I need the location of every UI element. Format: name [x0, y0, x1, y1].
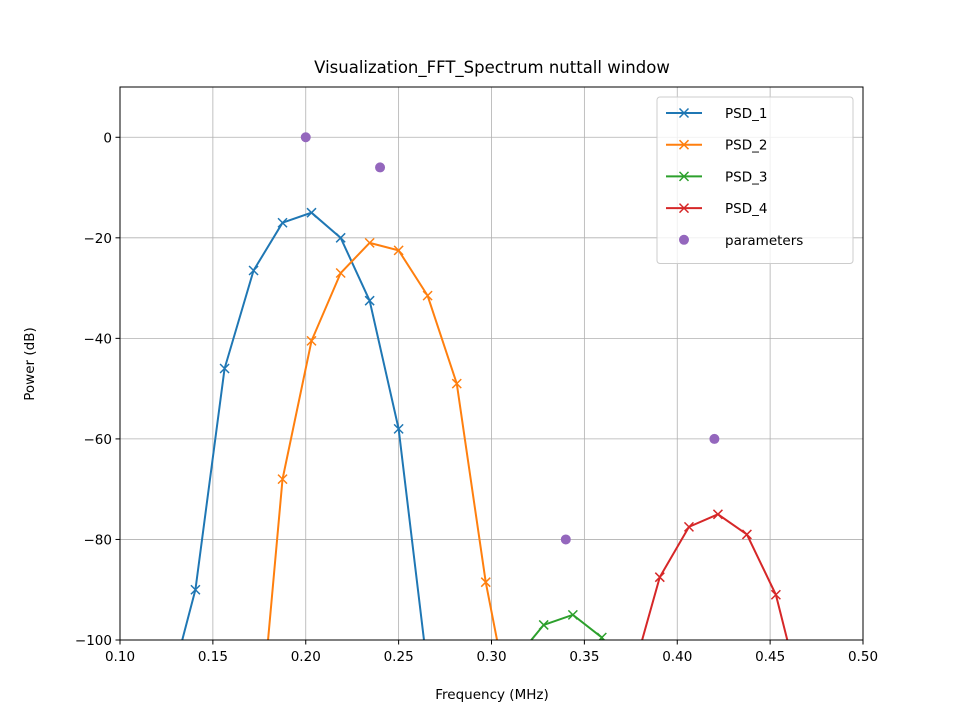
- data-marker: [683, 521, 694, 532]
- data-marker: [393, 423, 404, 434]
- data-marker: [335, 267, 346, 279]
- legend-label: PSD_3: [725, 169, 767, 185]
- x-axis-label: Frequency (MHz): [435, 687, 548, 703]
- data-marker: [306, 335, 317, 346]
- scatter-point: [709, 433, 720, 444]
- x-tick-label: 0.25: [384, 649, 414, 665]
- y-tick-label: −40: [84, 331, 113, 347]
- x-tick-label: 0.40: [662, 649, 692, 665]
- data-marker: [596, 632, 607, 640]
- data-marker: [277, 474, 288, 485]
- data-marker: [393, 245, 404, 256]
- data-marker: [306, 207, 317, 218]
- data-marker: [219, 363, 230, 374]
- data-marker: [364, 295, 375, 306]
- x-tick-label: 0.10: [105, 649, 135, 665]
- y-tick-label: −80: [84, 532, 113, 548]
- scatter-point: [375, 162, 386, 173]
- data-marker: [190, 584, 201, 595]
- y-tick-label: −100: [75, 633, 112, 649]
- legend-marker: [678, 171, 690, 182]
- x-tick-label: 0.15: [198, 649, 228, 665]
- x-tick-label: 0.50: [848, 649, 878, 665]
- data-marker: [248, 265, 259, 276]
- data-marker: [335, 232, 346, 243]
- legend-label: parameters: [725, 233, 803, 249]
- legend-marker: [678, 107, 690, 119]
- data-marker: [480, 577, 491, 588]
- data-marker: [741, 529, 752, 540]
- ticks: 0.10 0.15 0.20 0.25 0.30 0.35 0.40 0.45 0.50 −100…: [75, 130, 878, 665]
- chart-title: Visualization_FFT_Spectrum nuttall windo…: [314, 58, 670, 78]
- data-marker: [654, 572, 665, 583]
- x-tick-label: 0.20: [291, 649, 321, 665]
- y-tick-label: 0: [103, 130, 112, 146]
- legend-box: [656, 96, 854, 264]
- data-marker: [422, 290, 433, 301]
- legend-marker: [679, 234, 689, 245]
- legend: PSD_1 PSD_2 PSD_3 PSD_4 parameters: [656, 96, 854, 264]
- legend-label: PSD_2: [725, 138, 767, 154]
- y-tick-label: −20: [84, 231, 113, 247]
- data-marker: [451, 378, 462, 389]
- x-tick-label: 0.45: [755, 649, 785, 665]
- data-marker: [364, 237, 375, 248]
- legend-marker: [678, 139, 690, 150]
- scatter-point: [300, 132, 311, 143]
- x-tick-label: 0.35: [569, 649, 599, 665]
- data-marker: [770, 589, 781, 600]
- legend-label: PSD_1: [725, 106, 767, 122]
- data-marker: [712, 509, 723, 520]
- y-tick-label: −60: [84, 432, 113, 448]
- series-line: [267, 241, 499, 640]
- data-marker: [277, 217, 288, 228]
- data-marker: [538, 619, 549, 630]
- legend-label: PSD_4: [725, 201, 767, 217]
- series-line: [181, 211, 425, 640]
- y-axis-label: Power (dB): [22, 327, 38, 400]
- x-tick-label: 0.30: [476, 649, 506, 665]
- scatter-point: [560, 534, 571, 545]
- data-marker: [567, 609, 578, 620]
- legend-marker: [678, 203, 690, 214]
- plot-area: [181, 132, 789, 640]
